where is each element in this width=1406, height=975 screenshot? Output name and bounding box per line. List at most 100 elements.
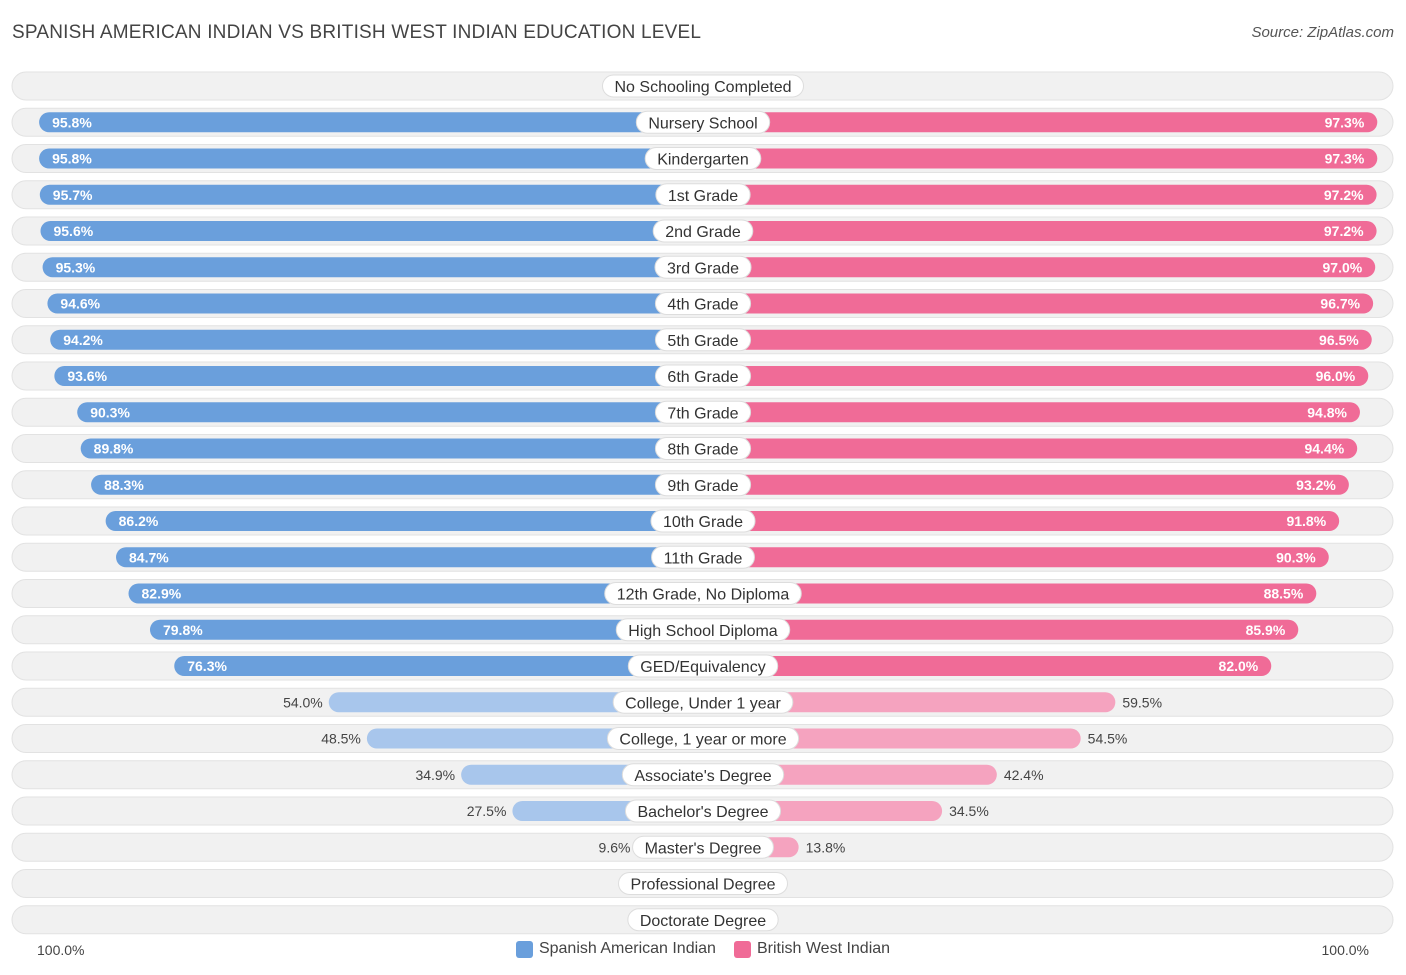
bar-left	[128, 583, 704, 604]
bar-row-17: 54.0% 59.5% College, Under 1 year	[11, 687, 1394, 717]
category-label-pill	[654, 328, 752, 352]
category-label: 1st Grade	[668, 188, 738, 205]
category-label-pill	[604, 582, 802, 605]
legend-swatch-left	[515, 940, 533, 958]
chart: 4.2%2.7%No Schooling Completed 95.8% 97.3%…	[11, 71, 1394, 935]
value-label-right: 96.0%	[1316, 368, 1356, 384]
bar-right	[703, 583, 1317, 604]
value-label-left: 48.5%	[321, 731, 361, 747]
value-label-left: 95.7%	[53, 187, 93, 203]
bar-right	[703, 511, 1340, 531]
value-label-right: 94.4%	[1304, 441, 1344, 457]
bar-row-14: 82.9% 88.5% 12th Grade, No Diploma	[11, 579, 1394, 608]
bar-row-8: 93.6% 96.0% 6th Grade	[11, 361, 1394, 391]
source-label: Source: ZipAtlas.com	[1251, 24, 1394, 41]
bar-right	[703, 366, 1369, 386]
category-label: Professional Degree	[631, 877, 776, 894]
bar-left	[80, 438, 704, 459]
bar-row-4: 95.6% 97.2% 2nd Grade	[11, 216, 1394, 246]
value-label-left: 89.8%	[94, 441, 134, 457]
category-label: Bachelor's Degree	[637, 804, 768, 821]
category-label: 6th Grade	[667, 369, 738, 386]
value-label-left: 95.8%	[52, 114, 92, 130]
axis-right-label: 100.0%	[1321, 942, 1369, 958]
value-label-right: 13.8%	[806, 839, 846, 855]
bar-row-18: 48.5% 54.5% College, 1 year or more	[11, 724, 1394, 753]
legend-label-right: British West Indian	[756, 940, 891, 957]
category-label-pill	[615, 618, 791, 642]
category-label: Doctorate Degree	[640, 913, 766, 930]
category-label: College, 1 year or more	[619, 732, 786, 749]
value-label-right: 54.5%	[1088, 731, 1128, 747]
category-label-pill	[644, 147, 762, 170]
value-label-left: 95.8%	[52, 151, 92, 167]
axis-left-label: 100.0%	[37, 942, 85, 958]
value-label-right: 97.0%	[1323, 259, 1363, 275]
category-label-pill	[612, 690, 794, 714]
legend: Spanish American Indian British West Ind…	[0, 940, 1406, 958]
bar-right	[703, 474, 1349, 495]
value-label-right: 94.8%	[1307, 404, 1347, 420]
value-label-left: 86.2%	[119, 513, 159, 529]
bar-left	[50, 329, 704, 350]
value-label-right: 91.8%	[1286, 513, 1326, 529]
bar-right	[703, 221, 1377, 241]
bar-left	[149, 619, 704, 640]
bar-right	[703, 184, 1377, 205]
category-label: 8th Grade	[667, 442, 738, 459]
category-label-pill	[650, 509, 756, 533]
category-label-pill	[651, 545, 755, 569]
bar-right	[703, 257, 1376, 278]
category-label-pill	[635, 110, 771, 134]
bar-right	[703, 619, 1299, 640]
category-label: 3rd Grade	[667, 260, 739, 277]
category-label-pill	[602, 74, 804, 98]
value-label-left: 9.6%	[599, 839, 631, 855]
value-label-right: 82.0%	[1219, 658, 1259, 674]
legend-item-left: Spanish American Indian	[515, 940, 716, 958]
bar-left	[40, 221, 703, 241]
category-label-pill	[654, 400, 752, 424]
value-label-right: 34.5%	[949, 803, 989, 819]
category-label-pill	[652, 219, 754, 243]
value-label-right: 97.3%	[1325, 151, 1365, 167]
bar-right	[703, 293, 1374, 314]
bar-left	[39, 148, 703, 169]
category-label-pill	[627, 654, 779, 678]
category-label: High School Diploma	[628, 623, 778, 640]
value-label-right: 96.7%	[1320, 296, 1360, 312]
bar-right	[703, 148, 1378, 169]
bar-row-10: 89.8% 94.4% 8th Grade	[11, 434, 1394, 463]
value-label-left: 84.7%	[129, 549, 169, 565]
bar-left	[328, 692, 703, 713]
bar-left	[39, 112, 703, 133]
bar-right	[703, 329, 1372, 350]
category-label: College, Under 1 year	[625, 695, 781, 712]
value-label-left: 88.3%	[104, 477, 144, 493]
value-label-left: 54.0%	[283, 694, 323, 710]
category-label-pill	[618, 872, 788, 895]
bar-left	[42, 257, 704, 278]
category-label-pill	[621, 763, 785, 787]
category-label-pill	[624, 799, 782, 823]
category-label: Associate's Degree	[634, 768, 771, 785]
value-label-right: 96.5%	[1319, 332, 1359, 348]
bar-row-20: 27.5% 34.5% Bachelor's Degree	[11, 796, 1394, 826]
value-label-left: 93.6%	[67, 368, 107, 384]
value-label-right: 59.5%	[1122, 694, 1162, 710]
category-label-pill	[606, 727, 800, 750]
bar-row-22: 2.7%3.8%Professional Degree	[11, 869, 1394, 898]
value-label-right: 97.2%	[1324, 187, 1364, 203]
value-label-right: 97.2%	[1324, 223, 1364, 239]
bar-row-7: 94.2% 96.5% 5th Grade	[11, 325, 1394, 355]
value-label-left: 79.8%	[163, 622, 203, 638]
category-label-pill	[654, 364, 752, 388]
bar-row-0: 4.2%2.7%No Schooling Completed	[11, 71, 1394, 101]
bar-row-16: 76.3% 82.0% GED/Equivalency	[11, 651, 1394, 681]
bar-row-19: 34.9% 42.4% Associate's Degree	[11, 760, 1394, 790]
value-label-left: 82.9%	[142, 586, 182, 602]
value-label-left: 27.5%	[467, 803, 507, 819]
category-label-pill	[632, 835, 774, 859]
bar-left	[54, 366, 704, 386]
bar-row-11: 88.3% 93.2% 9th Grade	[11, 470, 1394, 500]
